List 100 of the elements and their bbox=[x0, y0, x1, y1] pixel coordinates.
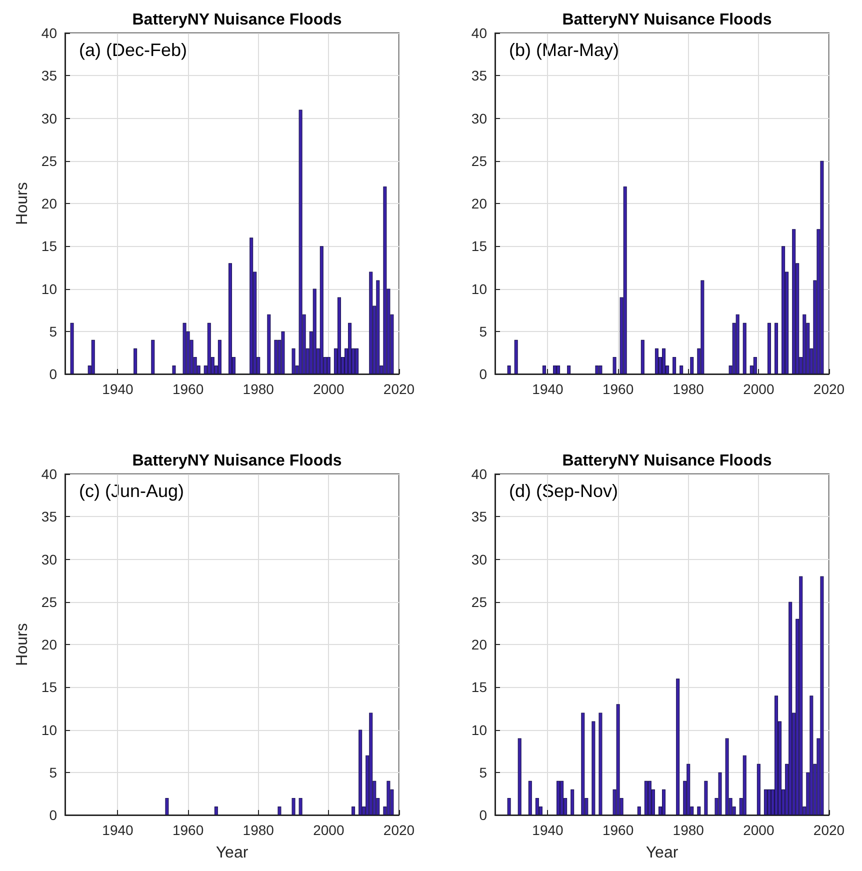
y-tick-label: 35 bbox=[41, 508, 58, 525]
bar bbox=[553, 365, 557, 374]
y-tick-label: 30 bbox=[41, 551, 58, 568]
y-tick-label: 25 bbox=[471, 152, 488, 169]
bar bbox=[592, 721, 596, 815]
bar bbox=[792, 229, 796, 374]
annotation: (d) (Sep-Nov) bbox=[509, 481, 618, 501]
y-tick-label: 0 bbox=[479, 366, 488, 382]
bar bbox=[662, 789, 666, 815]
x-tick-label: 1960 bbox=[172, 381, 204, 397]
bar bbox=[742, 322, 746, 374]
bar bbox=[556, 780, 560, 815]
bar bbox=[556, 365, 560, 374]
bar bbox=[312, 288, 316, 374]
bar bbox=[218, 340, 222, 374]
y-tick-label: 20 bbox=[41, 636, 58, 652]
chart-title: BatteryNY Nuisance Floods bbox=[132, 12, 342, 28]
bar bbox=[718, 772, 722, 815]
bar bbox=[598, 712, 602, 815]
y-tick-label: 5 bbox=[479, 764, 488, 780]
bar bbox=[542, 365, 546, 374]
bar bbox=[676, 678, 680, 815]
y-tick-label: 25 bbox=[471, 594, 488, 610]
x-tick-label: 1940 bbox=[532, 381, 564, 397]
y-tick-label: 10 bbox=[41, 722, 58, 738]
y-axis-title: Hours bbox=[14, 182, 32, 225]
y-tick-label: 15 bbox=[471, 679, 488, 696]
x-tick-label: 1980 bbox=[242, 822, 274, 838]
bar bbox=[774, 696, 778, 815]
bar bbox=[570, 789, 574, 815]
bar bbox=[742, 755, 746, 815]
y-tick-label: 35 bbox=[41, 68, 58, 84]
x-tick-label: 2000 bbox=[743, 381, 774, 397]
y-tick-label: 20 bbox=[471, 636, 488, 652]
y-tick-label: 10 bbox=[471, 722, 488, 738]
x-tick-label: 1980 bbox=[672, 381, 704, 397]
bar bbox=[690, 356, 694, 374]
bar bbox=[514, 340, 518, 374]
bar bbox=[507, 365, 511, 374]
bar bbox=[788, 602, 792, 815]
x-tick-label: 1980 bbox=[672, 822, 704, 838]
y-tick-label: 25 bbox=[41, 594, 58, 610]
bar bbox=[151, 340, 155, 374]
y-tick-label: 40 bbox=[41, 466, 58, 482]
bar bbox=[369, 272, 373, 374]
annotation: (b) (Mar-May) bbox=[509, 40, 619, 60]
y-tick-label: 5 bbox=[479, 323, 488, 340]
bar bbox=[383, 186, 387, 374]
y-tick-label: 15 bbox=[471, 238, 488, 254]
bar bbox=[352, 806, 356, 815]
bar bbox=[802, 314, 806, 374]
y-tick-label: 35 bbox=[471, 68, 488, 84]
y-tick-label: 30 bbox=[41, 110, 58, 126]
bar bbox=[91, 340, 95, 374]
x-axis-title: Year bbox=[216, 844, 249, 862]
bar bbox=[281, 331, 285, 374]
bar bbox=[214, 806, 218, 815]
bar bbox=[518, 738, 522, 815]
x-tick-label: 1980 bbox=[242, 381, 274, 397]
bar bbox=[369, 712, 373, 815]
bar bbox=[686, 764, 690, 815]
bar bbox=[700, 280, 704, 374]
bar bbox=[267, 314, 271, 374]
y-tick-label: 5 bbox=[49, 764, 58, 780]
x-tick-label: 1960 bbox=[602, 822, 634, 838]
bar bbox=[595, 365, 599, 374]
bar bbox=[697, 806, 701, 815]
bar bbox=[376, 280, 380, 374]
bar bbox=[172, 365, 176, 374]
bar bbox=[767, 789, 771, 815]
x-tick-label: 1940 bbox=[532, 822, 564, 838]
y-tick-label: 40 bbox=[471, 25, 488, 41]
bar bbox=[662, 348, 666, 374]
y-tick-label: 35 bbox=[471, 508, 488, 525]
bar bbox=[228, 263, 232, 374]
bar bbox=[654, 348, 658, 374]
bar bbox=[644, 780, 648, 815]
bar bbox=[337, 297, 341, 374]
x-axis-title: Year bbox=[646, 844, 679, 862]
bar bbox=[134, 348, 138, 374]
x-tick-label: 1960 bbox=[602, 381, 634, 397]
y-tick-label: 25 bbox=[41, 152, 58, 169]
bar bbox=[581, 712, 585, 815]
x-tick-label: 2020 bbox=[813, 822, 845, 838]
x-tick-label: 2000 bbox=[313, 381, 344, 397]
x-tick-label: 1940 bbox=[102, 381, 134, 397]
bar bbox=[528, 780, 532, 815]
bar bbox=[774, 322, 778, 374]
y-tick-label: 0 bbox=[479, 807, 488, 823]
bar bbox=[567, 365, 571, 374]
bar bbox=[680, 365, 684, 374]
bar bbox=[598, 365, 602, 374]
bar bbox=[764, 789, 768, 815]
bar bbox=[182, 322, 186, 374]
bar bbox=[736, 314, 740, 374]
bar bbox=[298, 798, 302, 815]
x-tick-label: 2000 bbox=[313, 822, 344, 838]
bar bbox=[165, 798, 169, 815]
x-tick-label: 2020 bbox=[383, 381, 415, 397]
y-tick-label: 40 bbox=[471, 466, 488, 482]
